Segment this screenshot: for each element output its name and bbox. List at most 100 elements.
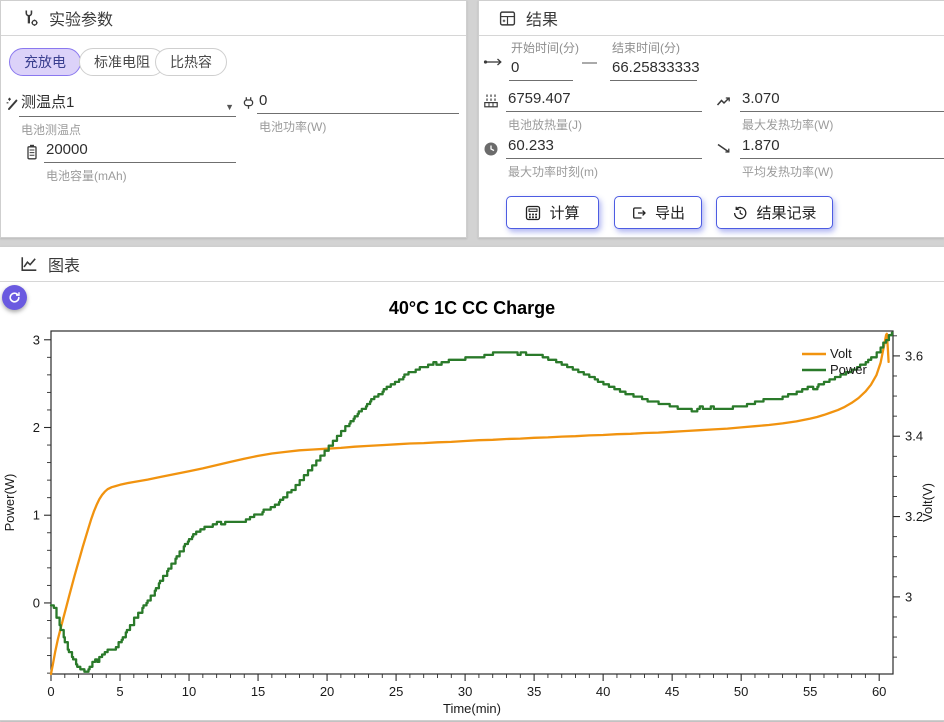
chevron-down-icon[interactable]: ▼ bbox=[225, 102, 234, 112]
legend-label-power: Power bbox=[830, 362, 868, 377]
chip-specific-heat[interactable]: 比热容 bbox=[155, 48, 227, 76]
end-time-input[interactable]: 结束时间(分) 66.25833333 bbox=[610, 39, 700, 81]
avg-power-field[interactable]: 1.870 平均发热功率(W) bbox=[740, 136, 944, 180]
svg-text:40: 40 bbox=[596, 684, 610, 699]
results-header: 结果 bbox=[479, 1, 944, 36]
battery-power-input[interactable]: 0 电池功率(W) bbox=[257, 91, 459, 135]
svg-text:3: 3 bbox=[33, 332, 40, 347]
max-power-label: 最大发热功率(W) bbox=[742, 118, 834, 132]
series-volt bbox=[49, 332, 890, 676]
chart-title: 40°C 1C CC Charge bbox=[389, 298, 555, 318]
chart-header: 图表 bbox=[0, 247, 944, 282]
refresh-button[interactable] bbox=[2, 285, 27, 310]
svg-text:10: 10 bbox=[182, 684, 196, 699]
heat-output-value: 6759.407 bbox=[508, 90, 571, 107]
calc-icon bbox=[526, 205, 541, 220]
battery-capacity-label: 电池容量(mAh) bbox=[46, 169, 127, 183]
svg-text:3: 3 bbox=[905, 589, 912, 604]
max-power-time-value: 60.233 bbox=[508, 137, 554, 154]
battery-capacity-input[interactable]: 20000 电池容量(mAh) bbox=[44, 140, 236, 184]
svg-text:2: 2 bbox=[33, 420, 40, 435]
results-title: 结果 bbox=[526, 12, 559, 29]
tools-icon bbox=[25, 10, 38, 26]
svg-text:0: 0 bbox=[47, 684, 54, 699]
time-range-dash: — bbox=[582, 54, 597, 71]
svg-text:35: 35 bbox=[527, 684, 541, 699]
svg-text:45: 45 bbox=[665, 684, 679, 699]
chart-card: 图表 40°C 1C CC Charge 0 5 10 15 20 25 30 35 40 45 50… bbox=[0, 246, 944, 721]
volt-axis-label: Volt(V) bbox=[920, 483, 935, 522]
chip-charge-discharge[interactable]: 充放电 bbox=[9, 48, 81, 76]
experiment-params-title: 实验参数 bbox=[49, 12, 114, 29]
start-time-value: 0 bbox=[511, 59, 520, 76]
history-icon bbox=[734, 206, 747, 219]
chip-label: 标准电阻 bbox=[94, 54, 150, 70]
calculate-button-label: 计算 bbox=[549, 205, 580, 222]
max-power-value: 3.070 bbox=[742, 90, 780, 107]
export-button[interactable]: 导出 bbox=[614, 196, 702, 229]
avg-power-label: 平均发热功率(W) bbox=[742, 165, 834, 179]
time-range-icon bbox=[483, 55, 503, 74]
svg-text:50: 50 bbox=[734, 684, 748, 699]
power-axis-label: Power(W) bbox=[2, 474, 17, 532]
max-power-time-field[interactable]: 60.233 最大功率时刻(m) bbox=[506, 136, 702, 180]
result-records-button-label: 结果记录 bbox=[756, 205, 817, 222]
battery-icon bbox=[25, 144, 39, 165]
power-axis: 0 1 2 3 Power(W) bbox=[2, 332, 51, 674]
result-records-button[interactable]: 结果记录 bbox=[716, 196, 833, 229]
calculate-button[interactable]: 计算 bbox=[506, 196, 599, 229]
x-axis: 0 5 10 15 20 25 30 35 40 45 50 55 60 Time(min) bbox=[47, 674, 886, 716]
svg-text:3.2: 3.2 bbox=[905, 509, 923, 524]
chip-standard-resistance[interactable]: 标准电阻 bbox=[79, 48, 165, 76]
max-power-field[interactable]: 3.070 最大发热功率(W) bbox=[740, 89, 944, 133]
max-power-time-label: 最大功率时刻(m) bbox=[508, 165, 598, 179]
svg-text:15: 15 bbox=[251, 684, 265, 699]
clock-icon bbox=[483, 141, 499, 162]
svg-text:60: 60 bbox=[872, 684, 886, 699]
chart-icon bbox=[21, 257, 37, 271]
chip-label: 充放电 bbox=[24, 54, 66, 70]
x-axis-label: Time(min) bbox=[443, 701, 501, 716]
series bbox=[49, 331, 894, 676]
plug-icon bbox=[241, 96, 256, 117]
start-time-label: 开始时间(分) bbox=[511, 41, 579, 55]
export-button-label: 导出 bbox=[654, 205, 685, 222]
svg-text:5: 5 bbox=[116, 684, 123, 699]
svg-text:30: 30 bbox=[458, 684, 472, 699]
svg-text:3.4: 3.4 bbox=[905, 429, 923, 444]
heat-output-field[interactable]: 6759.407 电池放热量(J) bbox=[506, 89, 702, 133]
temp-point-value: 测温点1 bbox=[21, 94, 75, 111]
temp-point-label: 电池测温点 bbox=[21, 123, 82, 137]
export-icon bbox=[633, 206, 646, 219]
experiment-params-card: 实验参数 充放电 标准电阻 比热容 测温点1 ▼ 电池测温点 0 电池功率(W) bbox=[0, 0, 467, 238]
chip-label: 比热容 bbox=[170, 54, 212, 70]
series-power bbox=[49, 331, 894, 673]
calculator-panel-icon bbox=[499, 10, 516, 26]
heat-output-label: 电池放热量(J) bbox=[508, 118, 582, 132]
avg-power-value: 1.870 bbox=[742, 137, 780, 154]
svg-text:0: 0 bbox=[33, 595, 40, 610]
battery-power-label: 电池功率(W) bbox=[259, 120, 327, 134]
battery-capacity-value: 20000 bbox=[46, 141, 88, 158]
chart-title-zh: 图表 bbox=[48, 258, 81, 275]
end-time-label: 结束时间(分) bbox=[612, 41, 680, 55]
volt-axis: 3 3.2 3.4 3.6 Volt(V) bbox=[893, 335, 935, 658]
heat-icon bbox=[483, 93, 499, 114]
battery-power-value: 0 bbox=[259, 92, 268, 109]
plot-frame bbox=[50, 330, 894, 675]
start-time-input[interactable]: 开始时间(分) 0 bbox=[509, 39, 579, 81]
refresh-icon bbox=[9, 292, 20, 303]
svg-text:25: 25 bbox=[389, 684, 403, 699]
end-time-value: 66.25833333 bbox=[612, 59, 700, 76]
temp-point-select[interactable]: 测温点1 ▼ 电池测温点 bbox=[19, 91, 236, 138]
probe-icon bbox=[5, 96, 21, 117]
trend-up-icon bbox=[716, 94, 731, 114]
results-card: 结果 开始时间(分) 0 — 结束时间(分) 66.25833333 6759.… bbox=[478, 0, 944, 238]
svg-text:3.6: 3.6 bbox=[905, 348, 923, 363]
legend-label-volt: Volt bbox=[830, 346, 852, 361]
svg-text:1: 1 bbox=[33, 508, 40, 523]
svg-text:55: 55 bbox=[803, 684, 817, 699]
experiment-params-header: 实验参数 bbox=[1, 1, 466, 36]
